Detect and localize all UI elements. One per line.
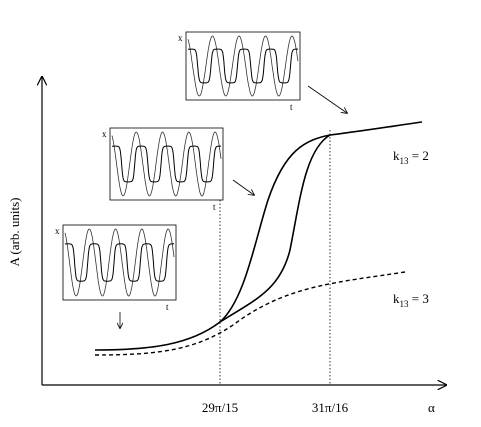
curve-label: k13 = 3 <box>393 291 429 309</box>
curve-label: k13 = 2 <box>393 148 429 166</box>
inset-wave <box>187 48 298 84</box>
arrow <box>307 85 347 113</box>
inset-x-label: x <box>55 226 60 236</box>
x-tick-label: 31π/16 <box>312 400 349 415</box>
inset-wave <box>111 145 221 183</box>
inset-x-label: x <box>102 129 107 139</box>
inset-frame <box>185 31 301 101</box>
curve <box>219 134 331 323</box>
arrow <box>232 179 254 195</box>
curve <box>94 121 423 351</box>
inset-t-label: t <box>290 102 293 112</box>
inset-wave <box>64 243 175 282</box>
inset-x-label: x <box>178 33 183 43</box>
inset-wave <box>64 228 175 297</box>
inset-wave <box>111 131 222 197</box>
x-axis-label: α <box>428 400 435 415</box>
y-axis-label: A (arb. units) <box>7 198 22 267</box>
inset-t-label: t <box>213 202 216 212</box>
inset-wave <box>187 35 299 97</box>
inset-t-label: t <box>166 302 169 312</box>
inset-frame <box>62 224 177 301</box>
x-tick-label: 29π/15 <box>202 400 238 415</box>
inset-frame <box>109 127 224 201</box>
